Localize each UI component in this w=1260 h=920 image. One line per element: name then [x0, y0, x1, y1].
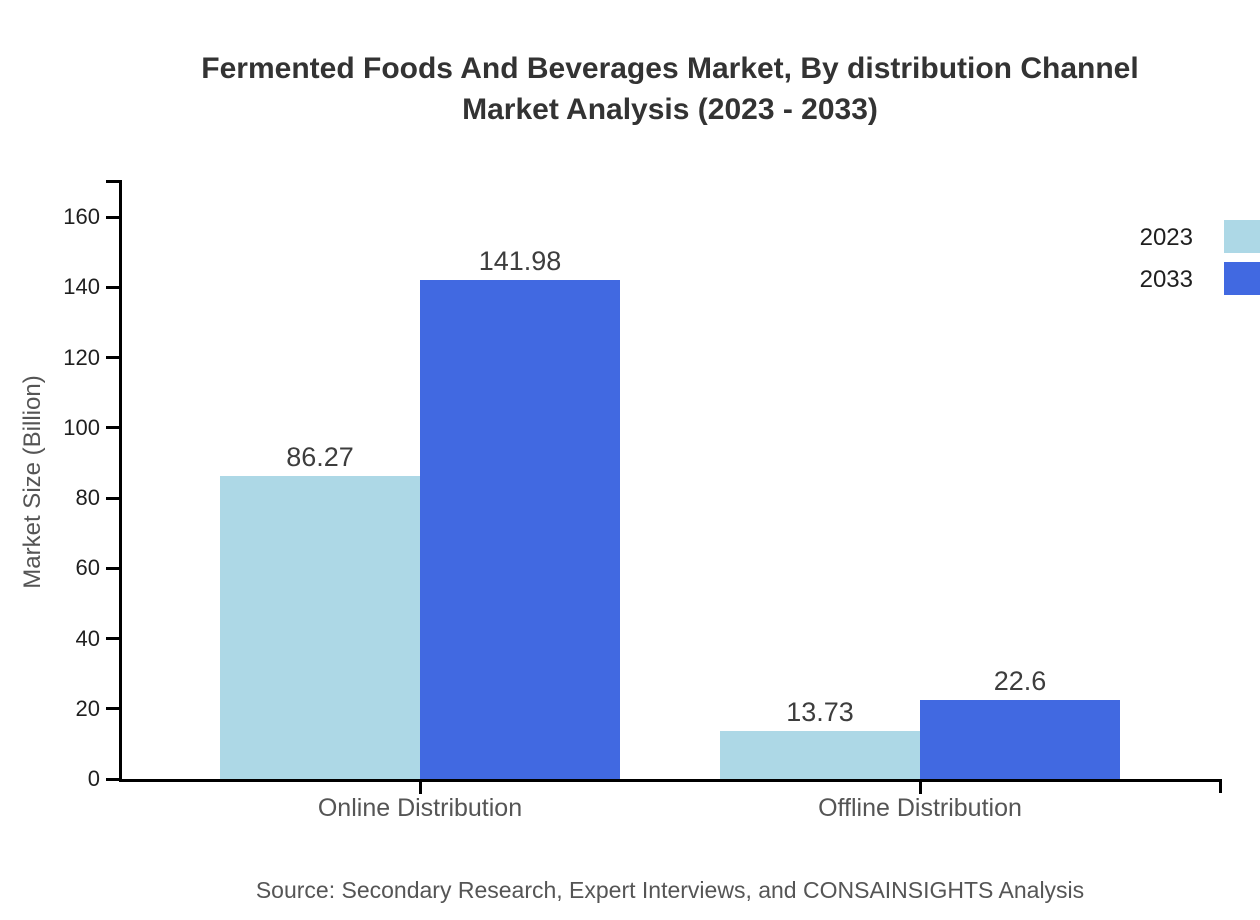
- y-tick: [106, 356, 119, 359]
- legend-swatch-2023: [1224, 220, 1260, 253]
- value-label-2023-offline-distribution: 13.73: [786, 696, 854, 727]
- y-axis-line: [119, 180, 122, 782]
- category-label-online-distribution: Online Distribution: [317, 794, 523, 822]
- x-axis-right-cap: [1219, 779, 1222, 793]
- y-axis-top-cap: [106, 180, 122, 183]
- y-tick: [106, 707, 119, 711]
- x-tick: [918, 782, 922, 794]
- x-tick: [418, 782, 422, 794]
- legend-label-2033: 2033: [1139, 266, 1193, 293]
- chart-title-line2: Market Analysis (2023 - 2033): [462, 93, 878, 126]
- y-tick-label: 140: [63, 274, 100, 300]
- y-tick-label: 20: [75, 695, 100, 721]
- y-tick-label: 100: [63, 414, 100, 440]
- y-tick-label: 80: [75, 485, 100, 510]
- y-tick: [106, 566, 119, 570]
- y-tick: [106, 215, 119, 219]
- y-tick: [106, 496, 119, 500]
- legend-label-2023: 2023: [1139, 224, 1193, 251]
- y-tick-label: 0: [87, 766, 100, 791]
- value-label-2033-online-distribution: 141.98: [478, 246, 562, 277]
- y-tick: [106, 777, 119, 781]
- bar-2023-online-distribution: [220, 475, 420, 779]
- y-tick-label: 160: [63, 204, 100, 229]
- y-tick-label: 60: [75, 555, 100, 581]
- y-tick-label: 40: [75, 625, 100, 651]
- source-note: Source: Secondary Research, Expert Inter…: [255, 877, 1085, 903]
- y-axis-label: Market Size (Billion): [19, 375, 46, 589]
- y-tick: [106, 285, 119, 289]
- legend-swatch-2033: [1224, 262, 1260, 295]
- y-tick-label: 120: [63, 344, 100, 370]
- value-label-2033-offline-distribution: 22.6: [993, 665, 1047, 696]
- chart-title-line1: Fermented Foods And Beverages Market, By…: [201, 52, 1139, 85]
- bar-2033-online-distribution: [420, 280, 620, 779]
- bar-2033-offline-distribution: [920, 699, 1120, 779]
- value-label-2023-online-distribution: 86.27: [286, 441, 354, 472]
- y-tick: [106, 426, 119, 430]
- y-tick: [106, 637, 119, 640]
- x-axis-line: [119, 779, 1222, 782]
- bar-2023-offline-distribution: [720, 730, 920, 779]
- category-label-offline-distribution: Offline Distribution: [818, 794, 1022, 822]
- chart-title: Fermented Foods And Beverages Market, By…: [80, 48, 1260, 130]
